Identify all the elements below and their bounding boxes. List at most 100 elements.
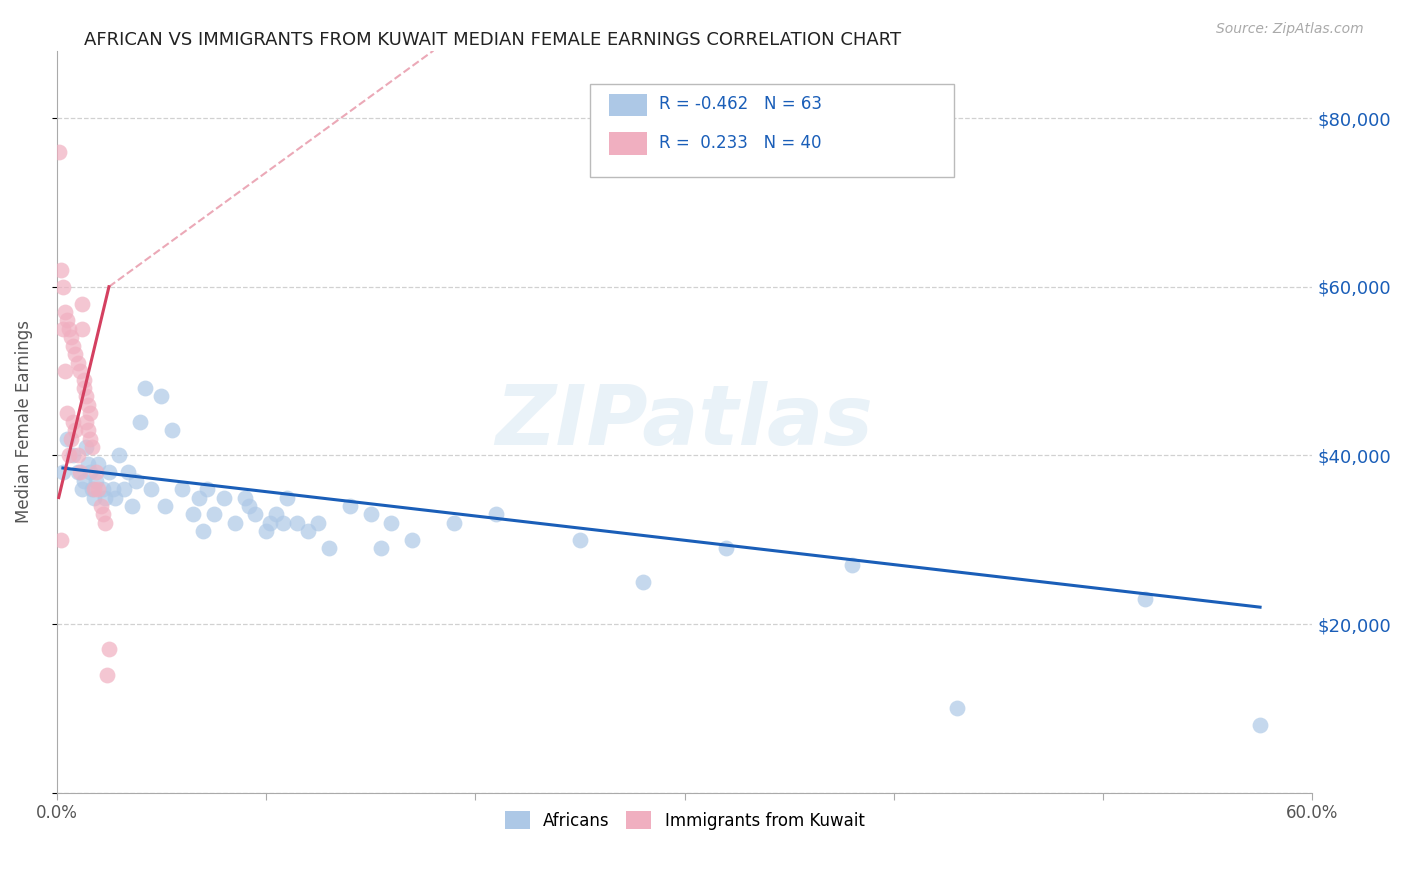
Point bbox=[75, 415, 97, 429]
Point bbox=[568, 533, 591, 547]
Point bbox=[65, 423, 87, 437]
Point bbox=[841, 558, 863, 572]
Point bbox=[181, 508, 204, 522]
Point bbox=[73, 381, 96, 395]
Point bbox=[307, 516, 329, 530]
Point bbox=[233, 491, 256, 505]
Point bbox=[82, 440, 104, 454]
Point bbox=[191, 524, 214, 539]
Point bbox=[52, 465, 75, 479]
Point bbox=[94, 516, 117, 530]
Point bbox=[69, 364, 91, 378]
Point bbox=[49, 533, 72, 547]
Point bbox=[90, 499, 112, 513]
Point bbox=[339, 499, 361, 513]
Point bbox=[91, 508, 114, 522]
Text: R = -0.462   N = 63: R = -0.462 N = 63 bbox=[659, 95, 823, 113]
Point bbox=[66, 465, 89, 479]
Point bbox=[87, 457, 110, 471]
Point bbox=[75, 440, 97, 454]
Point bbox=[266, 508, 288, 522]
Point bbox=[87, 482, 110, 496]
Y-axis label: Median Female Earnings: Median Female Earnings bbox=[15, 320, 32, 524]
Point bbox=[56, 406, 79, 420]
Point bbox=[65, 347, 87, 361]
Point bbox=[224, 516, 246, 530]
Text: R =  0.233   N = 40: R = 0.233 N = 40 bbox=[659, 135, 823, 153]
Point bbox=[134, 381, 156, 395]
Text: Source: ZipAtlas.com: Source: ZipAtlas.com bbox=[1216, 22, 1364, 37]
Point bbox=[129, 415, 152, 429]
Point bbox=[380, 516, 402, 530]
Point bbox=[66, 356, 89, 370]
Point bbox=[53, 364, 76, 378]
Point bbox=[104, 491, 127, 505]
Point bbox=[195, 482, 218, 496]
Point bbox=[70, 296, 93, 310]
Point bbox=[238, 499, 260, 513]
Point bbox=[121, 499, 143, 513]
Point bbox=[945, 701, 967, 715]
Point bbox=[60, 330, 83, 344]
FancyBboxPatch shape bbox=[609, 132, 647, 154]
Point bbox=[172, 482, 194, 496]
Point bbox=[271, 516, 294, 530]
Point bbox=[70, 322, 93, 336]
Point bbox=[117, 465, 139, 479]
FancyBboxPatch shape bbox=[609, 94, 647, 116]
Point bbox=[139, 482, 162, 496]
Point bbox=[83, 491, 105, 505]
Point bbox=[86, 474, 108, 488]
Point bbox=[96, 667, 118, 681]
Point bbox=[62, 415, 84, 429]
Point bbox=[91, 482, 114, 496]
Point bbox=[53, 305, 76, 319]
Point bbox=[485, 508, 508, 522]
Point bbox=[370, 541, 392, 556]
Point bbox=[125, 474, 148, 488]
Point bbox=[77, 423, 100, 437]
Point bbox=[62, 339, 84, 353]
Point bbox=[97, 465, 120, 479]
Point bbox=[155, 499, 177, 513]
Text: ZIPatlas: ZIPatlas bbox=[495, 381, 873, 462]
Point bbox=[318, 541, 340, 556]
Point bbox=[79, 432, 101, 446]
Point bbox=[79, 406, 101, 420]
Point bbox=[150, 389, 173, 403]
Point bbox=[97, 642, 120, 657]
Point bbox=[1249, 718, 1271, 732]
Point bbox=[202, 508, 225, 522]
Point bbox=[48, 145, 70, 159]
Point bbox=[401, 533, 423, 547]
Point bbox=[66, 449, 89, 463]
Point bbox=[108, 449, 131, 463]
Point bbox=[631, 574, 654, 589]
Point bbox=[60, 432, 83, 446]
Point bbox=[69, 465, 91, 479]
Point bbox=[58, 322, 80, 336]
Point bbox=[297, 524, 319, 539]
Point bbox=[276, 491, 298, 505]
Point bbox=[112, 482, 135, 496]
Point bbox=[56, 313, 79, 327]
Point bbox=[49, 263, 72, 277]
Point bbox=[254, 524, 277, 539]
Point bbox=[716, 541, 738, 556]
Point bbox=[443, 516, 465, 530]
Point bbox=[82, 482, 104, 496]
Point bbox=[187, 491, 209, 505]
Point bbox=[245, 508, 267, 522]
Point bbox=[212, 491, 235, 505]
Point bbox=[62, 449, 84, 463]
Point bbox=[75, 389, 97, 403]
Point bbox=[360, 508, 382, 522]
Point bbox=[77, 398, 100, 412]
Point bbox=[52, 322, 75, 336]
Legend: Africans, Immigrants from Kuwait: Africans, Immigrants from Kuwait bbox=[498, 805, 872, 837]
Point bbox=[86, 465, 108, 479]
Point bbox=[70, 482, 93, 496]
Point bbox=[73, 372, 96, 386]
Text: AFRICAN VS IMMIGRANTS FROM KUWAIT MEDIAN FEMALE EARNINGS CORRELATION CHART: AFRICAN VS IMMIGRANTS FROM KUWAIT MEDIAN… bbox=[84, 31, 901, 49]
Point bbox=[56, 432, 79, 446]
